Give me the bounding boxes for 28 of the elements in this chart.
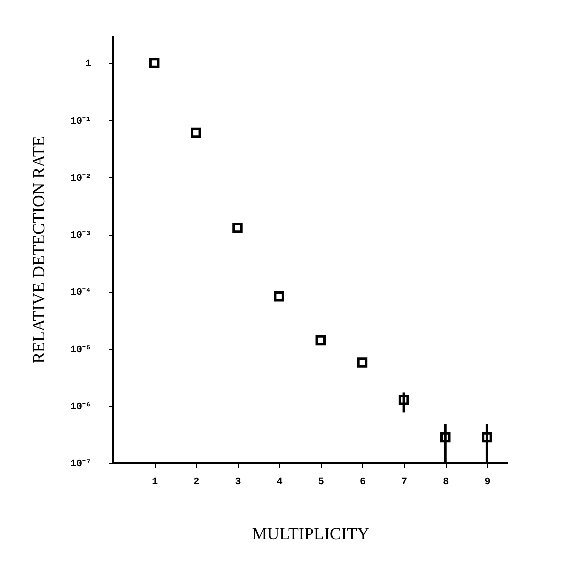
point xyxy=(191,128,202,138)
x-axis-title: MULTIPLICITY xyxy=(252,524,370,544)
y-tick-label: 10⁻⁷ xyxy=(70,460,92,470)
x-tick-label: 2 xyxy=(194,478,200,488)
y-axis-title: RELATIVE DETECTION RATE xyxy=(29,136,48,364)
x-tick-label: 6 xyxy=(360,478,366,488)
point xyxy=(440,432,451,443)
y-tick-label: 10⁻³ xyxy=(70,231,92,242)
y-tick-label: 10⁻⁵ xyxy=(70,345,92,356)
y-tick-label: 10⁻⁶ xyxy=(70,402,92,414)
x-tick-label: 5 xyxy=(318,478,324,488)
x-tick-label: 7 xyxy=(402,478,408,488)
y-tick-label: 1 xyxy=(85,60,92,71)
x-tick-label: 8 xyxy=(443,478,450,488)
y-tick-label: 10⁻² xyxy=(70,174,92,185)
point xyxy=(149,58,160,68)
y-tick-label: 10⁻¹ xyxy=(70,116,92,128)
x-tick-label: 3 xyxy=(235,478,242,488)
point xyxy=(274,291,284,302)
point xyxy=(232,222,243,234)
x-tick-label: 1 xyxy=(152,478,158,488)
point xyxy=(482,432,492,443)
y-tick-label: 10⁻⁴ xyxy=(70,288,92,300)
point xyxy=(316,335,326,346)
point xyxy=(357,358,368,368)
x-tick-label: 9 xyxy=(484,478,491,488)
point xyxy=(398,395,410,406)
x-tick-label: 4 xyxy=(276,478,283,488)
